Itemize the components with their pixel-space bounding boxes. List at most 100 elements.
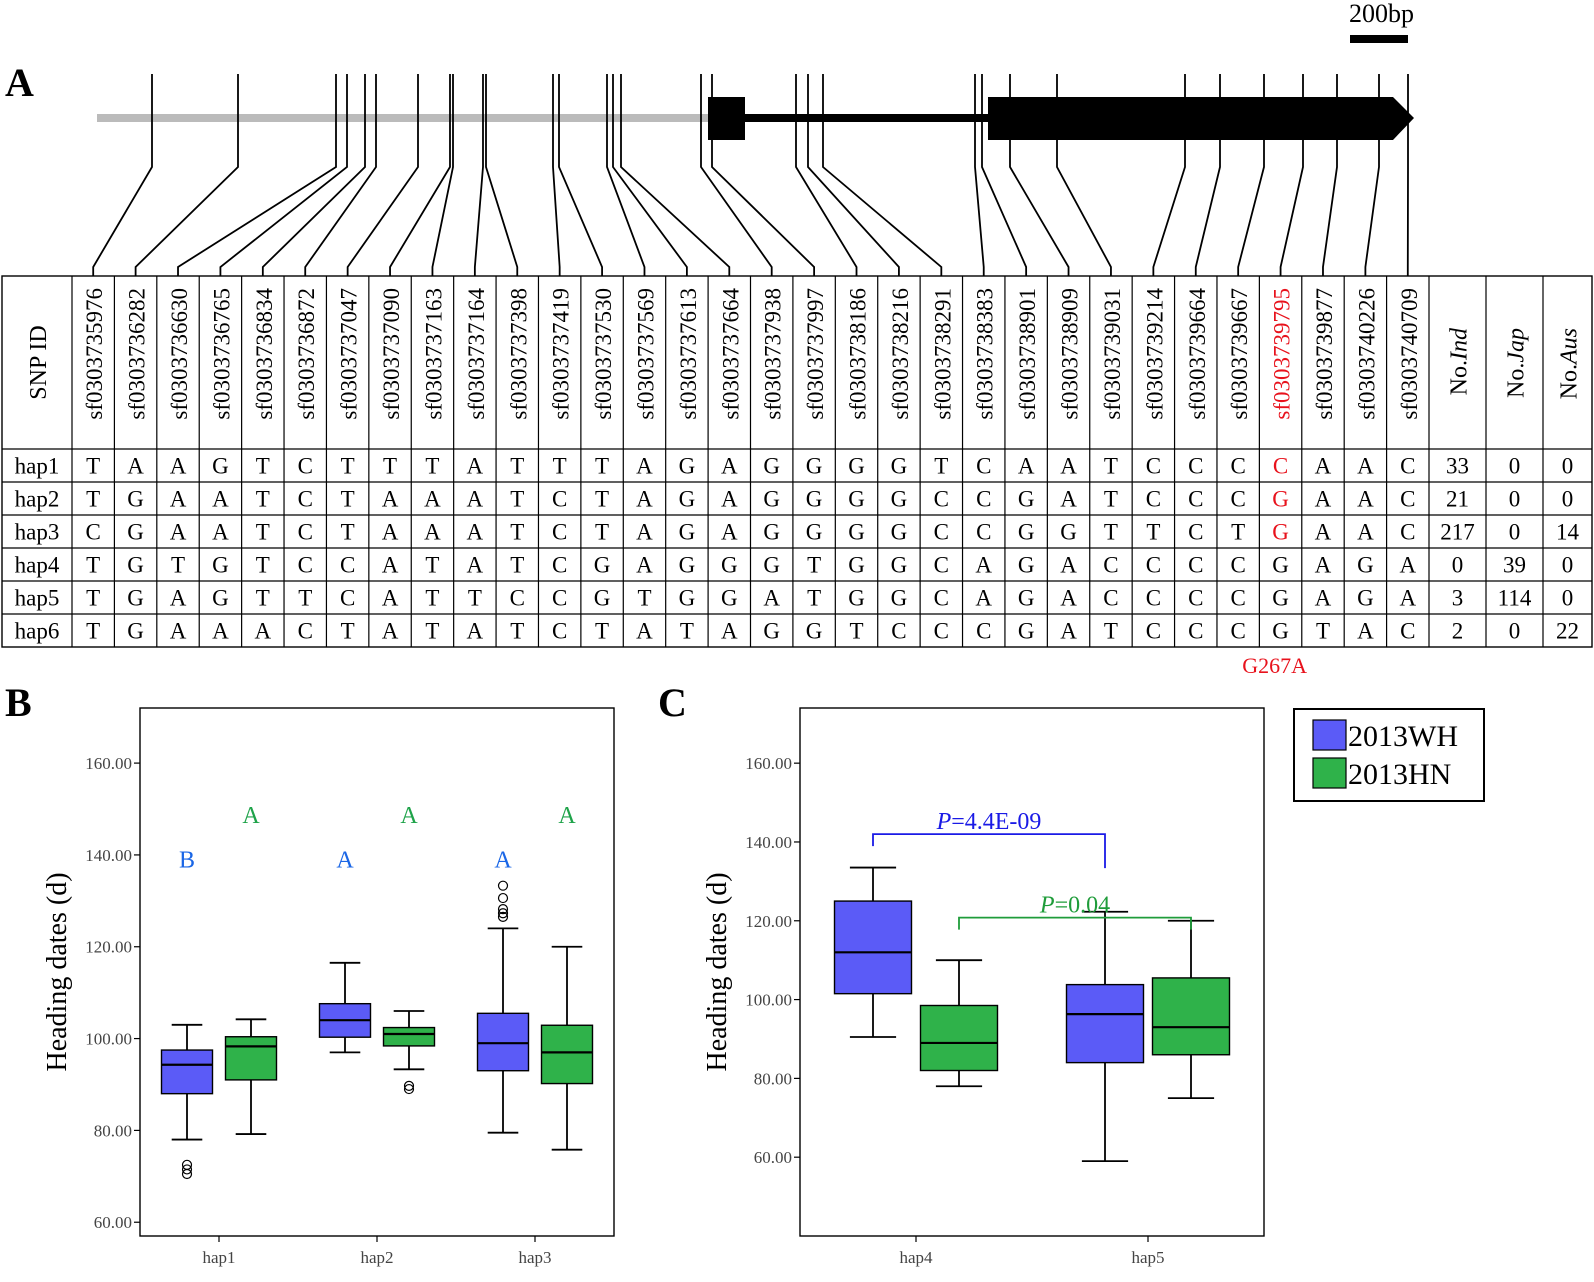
allele-cell: G [1018,553,1035,578]
snp-id-label: sf0303737419 [549,288,574,420]
outlier-point [497,892,509,904]
snp-connector-line [700,74,773,276]
allele-cell: T [1316,619,1330,644]
allele-cell: G [763,454,780,479]
allele-cell: T [553,454,567,479]
allele-cell: T [256,553,270,578]
allele-cell: A [721,487,738,512]
allele-cell: G [806,619,823,644]
allele-cell: C [1231,487,1246,512]
allele-cell: C [552,586,567,611]
allele-cell: G [763,520,780,545]
allele-cell: A [424,487,441,512]
snp-position-lines [92,74,1409,276]
y-tick-label: 60.00 [754,1148,792,1167]
allele-cell: G [127,586,144,611]
allele-cell: A [1060,454,1077,479]
allele-cell: G [848,454,865,479]
legend-label-hn: 2013HN [1348,758,1451,791]
allele-cell: A [975,586,992,611]
snp-connector-line [346,74,419,276]
allele-cell: T [807,553,821,578]
allele-cell: C [1400,619,1415,644]
allele-cell: A [467,619,484,644]
snp-id-label: sf0303738901 [1015,288,1040,420]
y-tick-label: 120.00 [85,938,132,957]
allele-cell: C [934,520,949,545]
allele-cell: T [595,520,609,545]
allele-cell: C [1188,553,1203,578]
allele-cell: G [679,454,696,479]
snp-id-label: sf0303738909 [1058,288,1083,420]
allele-cell: T [383,454,397,479]
allele-cell: T [86,586,100,611]
snp-connector-line [177,74,337,276]
snp-id-label: sf0303736834 [252,288,277,420]
allele-cell: A [1315,553,1332,578]
haplotype-name: hap3 [15,520,60,545]
snp-connector-line [1322,74,1338,276]
count-cell: 0 [1509,487,1521,512]
snp-id-label: sf0303737164 [464,288,489,420]
allele-cell: A [975,553,992,578]
allele-cell: A [424,520,441,545]
y-axis-label: Heading dates (d) [42,872,73,1071]
box-body [540,1024,594,1085]
allele-cell: G [594,586,611,611]
allele-cell: G [848,520,865,545]
p-value-label: P=4.4E-09 [936,809,1042,835]
snp-id-label: sf0303735976 [82,288,107,420]
allele-cell: G [679,487,696,512]
allele-cell: T [680,619,694,644]
snp-id-label: sf0303737569 [633,288,658,420]
allele-cell: T [510,520,524,545]
allele-cell: C [552,487,567,512]
allele-cell: T [1104,520,1118,545]
allele-cell: A [1315,454,1332,479]
snp-id-label: sf0303739031 [1100,288,1125,420]
count-cell: 22 [1556,619,1579,644]
allele-cell: G [891,487,908,512]
snp-id-label: sf0303739214 [1142,288,1167,420]
allele-cell: C [1400,487,1415,512]
snp-connector-line [612,74,688,276]
allele-cell: A [212,619,229,644]
allele-cell: G [679,520,696,545]
snp-id-label: sf0303737047 [337,288,362,420]
allele-cell: A [382,487,399,512]
allele-cell: C [891,619,906,644]
box-body [919,1004,999,1072]
snp-id-label: sf0303736282 [125,288,150,420]
legend: 2013WH 2013HN [1293,708,1485,802]
snp-id-header: SNP ID [26,325,52,399]
allele-cell: G [1018,586,1035,611]
allele-cell: A [382,553,399,578]
allele-cell: A [1315,487,1332,512]
significance-bracket [872,833,1106,869]
allele-cell: G [806,487,823,512]
count-cell: 0 [1562,586,1574,611]
snp-connector-line [304,74,377,276]
allele-cell: C [1146,619,1161,644]
allele-cell: A [636,454,653,479]
count-cell: 0 [1509,619,1521,644]
snp-id-label: sf0303737664 [718,288,743,420]
x-tick-label: hap5 [1131,1248,1164,1267]
allele-cell: C [1103,553,1118,578]
snp-connector-line [822,74,943,276]
allele-cell: C [1188,520,1203,545]
snp-connector-line [92,74,153,276]
allele-cell: T [934,454,948,479]
allele-cell: G [1018,520,1035,545]
plot-frame [139,707,615,1237]
snp-connector-line [1009,74,1070,276]
chart-panel-b: 60.00 80.00 100.00 120.00 140.00 160.00 Headin… [42,707,615,1267]
allele-cell: A [721,520,738,545]
box-body [476,1012,530,1072]
allele-cell: A [636,553,653,578]
count-header: No.Aus [1557,328,1583,399]
snp-connector-line [552,74,561,276]
allele-cell: A [1357,520,1374,545]
allele-cell: A [255,619,272,644]
count-cell: 14 [1556,520,1580,545]
